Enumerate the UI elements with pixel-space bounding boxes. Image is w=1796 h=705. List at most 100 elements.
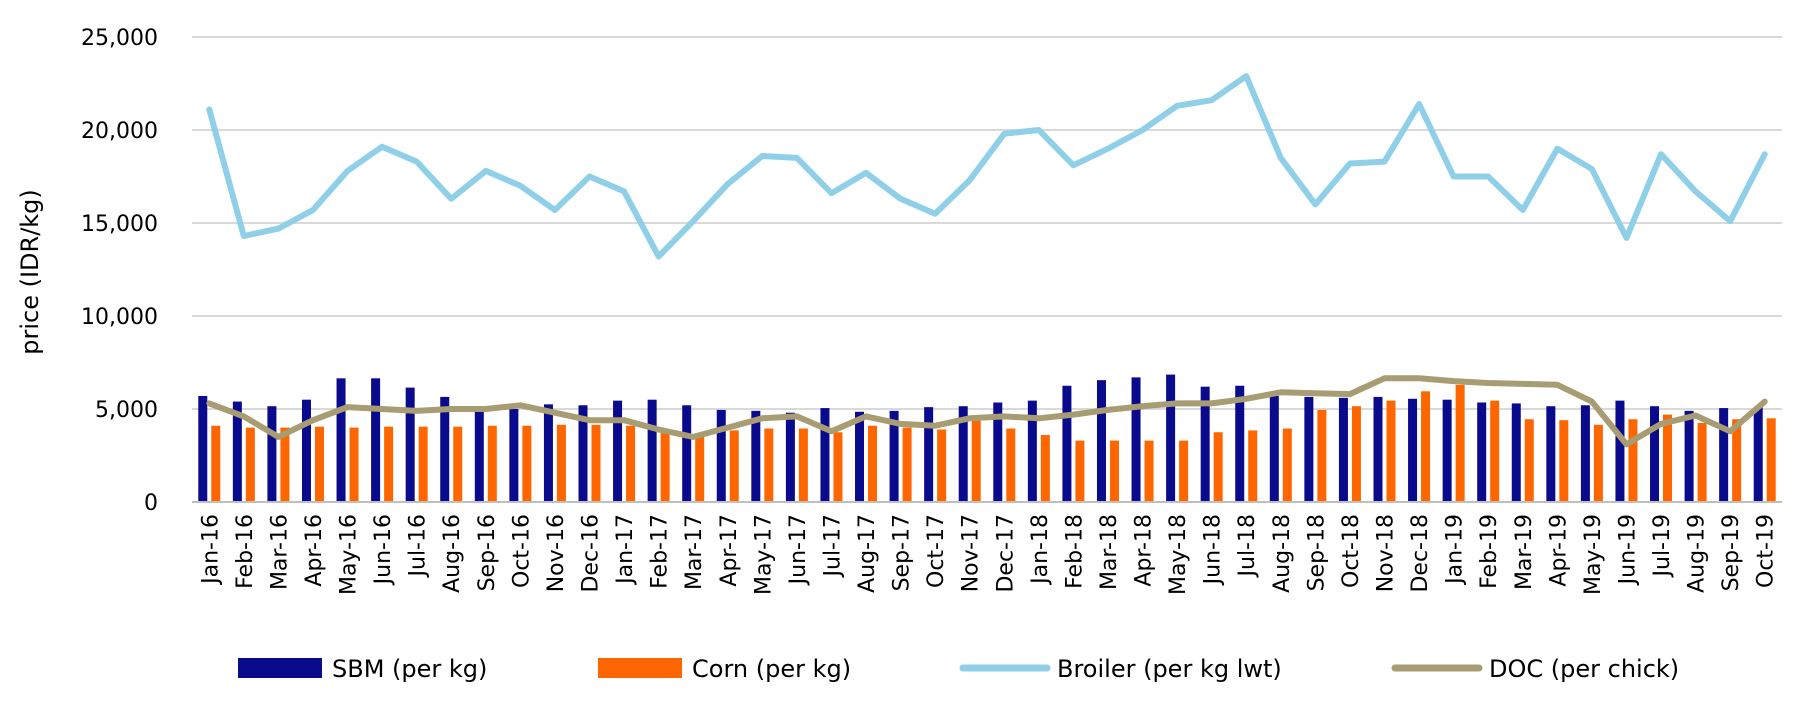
bar-sbm-per-kg-mar-18 — [1096, 380, 1106, 502]
bar-sbm-per-kg-jan-16 — [198, 395, 208, 502]
bar-sbm-per-kg-dec-16 — [578, 405, 588, 502]
x-tick-label: Sep-19 — [1719, 514, 1744, 591]
bar-sbm-per-kg-jan-17 — [613, 400, 623, 502]
bar-corn-per-kg-dec-17 — [1006, 428, 1016, 502]
legend-swatch — [238, 658, 322, 678]
bar-corn-per-kg-jul-19 — [1663, 414, 1673, 502]
bar-sbm-per-kg-may-16 — [336, 378, 346, 502]
bar-sbm-per-kg-jun-19 — [1615, 400, 1625, 502]
x-tick-label: Feb-19 — [1477, 514, 1502, 589]
x-tick-label: Nov-18 — [1374, 514, 1399, 592]
bar-corn-per-kg-apr-18 — [1144, 440, 1154, 502]
bar-sbm-per-kg-aug-19 — [1684, 410, 1694, 502]
x-tick-label: May-17 — [751, 514, 776, 595]
bar-corn-per-kg-jul-16 — [418, 426, 428, 502]
bar-corn-per-kg-jul-17 — [833, 432, 843, 502]
x-tick-label: Jun-17 — [786, 514, 811, 586]
bar-sbm-per-kg-oct-17 — [924, 407, 934, 502]
bar-sbm-per-kg-nov-18 — [1373, 396, 1383, 502]
bar-corn-per-kg-mar-18 — [1109, 440, 1119, 502]
bar-sbm-per-kg-jun-16 — [371, 378, 381, 502]
lines — [206, 73, 1768, 448]
bar-sbm-per-kg-aug-16 — [440, 396, 450, 502]
bar-corn-per-kg-aug-17 — [868, 425, 878, 502]
y-tick-label: 25,000 — [81, 26, 158, 51]
x-tick-label: Jul-19 — [1650, 514, 1675, 578]
bar-sbm-per-kg-mar-19 — [1511, 403, 1521, 502]
bar-sbm-per-kg-mar-16 — [267, 406, 277, 502]
bar-sbm-per-kg-aug-17 — [855, 411, 865, 502]
x-tick-label: Jun-18 — [1201, 514, 1226, 586]
bar-corn-per-kg-jun-17 — [798, 428, 808, 502]
bar-sbm-per-kg-jul-19 — [1650, 406, 1660, 502]
bar-sbm-per-kg-dec-18 — [1408, 398, 1418, 502]
bar-corn-per-kg-aug-16 — [453, 426, 463, 502]
x-tick-label: Dec-16 — [579, 514, 604, 593]
bar-sbm-per-kg-sep-17 — [889, 410, 899, 502]
bar-corn-per-kg-aug-19 — [1697, 422, 1707, 502]
x-axis-ticks: Jan-16 Feb-16 Mar-16 Apr-16 May-16 Jun-16 Jul-… — [198, 514, 1778, 595]
bar-corn-per-kg-may-18 — [1179, 440, 1189, 502]
bar-corn-per-kg-oct-19 — [1766, 418, 1776, 502]
x-tick-label: Jun-16 — [371, 514, 396, 586]
x-tick-label: May-18 — [1166, 514, 1191, 595]
bar-sbm-per-kg-jan-18 — [1027, 400, 1037, 502]
x-tick-label: Dec-17 — [993, 514, 1018, 593]
x-tick-label: Mar-17 — [682, 514, 707, 590]
bar-sbm-per-kg-feb-17 — [647, 399, 657, 502]
bar-corn-per-kg-jul-18 — [1248, 430, 1258, 502]
bar-sbm-per-kg-oct-18 — [1338, 397, 1348, 502]
bar-corn-per-kg-nov-17 — [971, 419, 981, 502]
y-tick-label: 15,000 — [81, 212, 158, 237]
bar-corn-per-kg-feb-19 — [1490, 400, 1500, 502]
x-tick-label: Sep-18 — [1304, 514, 1329, 591]
bar-corn-per-kg-feb-16 — [245, 427, 255, 502]
legend-item-broiler-per-kg-lwt: Broiler (per kg lwt) — [959, 655, 1282, 683]
x-tick-label: Nov-16 — [544, 514, 569, 592]
x-tick-label: Oct-16 — [509, 514, 534, 588]
x-tick-label: Sep-16 — [475, 514, 500, 591]
bar-corn-per-kg-jan-17 — [626, 425, 636, 502]
bar-corn-per-kg-sep-17 — [902, 427, 912, 502]
bar-sbm-per-kg-may-18 — [1166, 374, 1176, 502]
legend-item-sbm-per-kg: SBM (per kg) — [238, 655, 487, 683]
bar-corn-per-kg-jun-18 — [1213, 432, 1223, 502]
bar-sbm-per-kg-sep-16 — [474, 409, 484, 502]
bar-sbm-per-kg-dec-17 — [993, 402, 1003, 502]
bar-corn-per-kg-feb-18 — [1075, 440, 1085, 502]
bar-sbm-per-kg-nov-16 — [543, 404, 553, 502]
bar-corn-per-kg-sep-18 — [1317, 409, 1327, 502]
bar-corn-per-kg-dec-16 — [591, 424, 601, 502]
x-tick-label: Aug-17 — [855, 514, 880, 593]
legend-label: SBM (per kg) — [332, 655, 487, 683]
bar-corn-per-kg-aug-18 — [1282, 428, 1292, 502]
bar-sbm-per-kg-apr-16 — [301, 399, 311, 502]
bar-corn-per-kg-nov-16 — [556, 424, 566, 502]
bar-corn-per-kg-jun-19 — [1628, 419, 1638, 502]
bar-corn-per-kg-apr-16 — [314, 426, 324, 502]
x-tick-label: Jan-19 — [1443, 514, 1468, 586]
x-tick-label: Aug-19 — [1685, 514, 1710, 593]
legend-item-corn-per-kg: Corn (per kg) — [598, 655, 851, 683]
legend-label: Corn (per kg) — [692, 655, 851, 683]
x-tick-label: Jan-16 — [198, 514, 223, 586]
x-tick-label: Jul-16 — [406, 514, 431, 578]
bar-corn-per-kg-nov-18 — [1386, 400, 1396, 502]
bar-corn-per-kg-may-16 — [349, 427, 359, 502]
bar-sbm-per-kg-feb-16 — [232, 401, 242, 502]
bar-corn-per-kg-feb-17 — [660, 432, 670, 502]
legend-swatch — [598, 658, 682, 678]
bar-corn-per-kg-dec-18 — [1421, 391, 1431, 502]
gridlines — [192, 36, 1782, 410]
x-tick-label: Jan-18 — [1028, 514, 1053, 586]
bar-corn-per-kg-mar-19 — [1524, 419, 1534, 502]
bar-corn-per-kg-jan-16 — [211, 425, 221, 502]
line-broiler-per-kg-lwt — [206, 73, 1768, 260]
bar-sbm-per-kg-aug-18 — [1269, 395, 1279, 502]
bar-sbm-per-kg-feb-19 — [1477, 402, 1487, 502]
x-tick-label: Apr-17 — [717, 514, 742, 587]
y-tick-label: 10,000 — [81, 305, 158, 330]
bar-sbm-per-kg-apr-18 — [1131, 377, 1141, 502]
x-tick-label: Jul-18 — [1235, 514, 1260, 578]
